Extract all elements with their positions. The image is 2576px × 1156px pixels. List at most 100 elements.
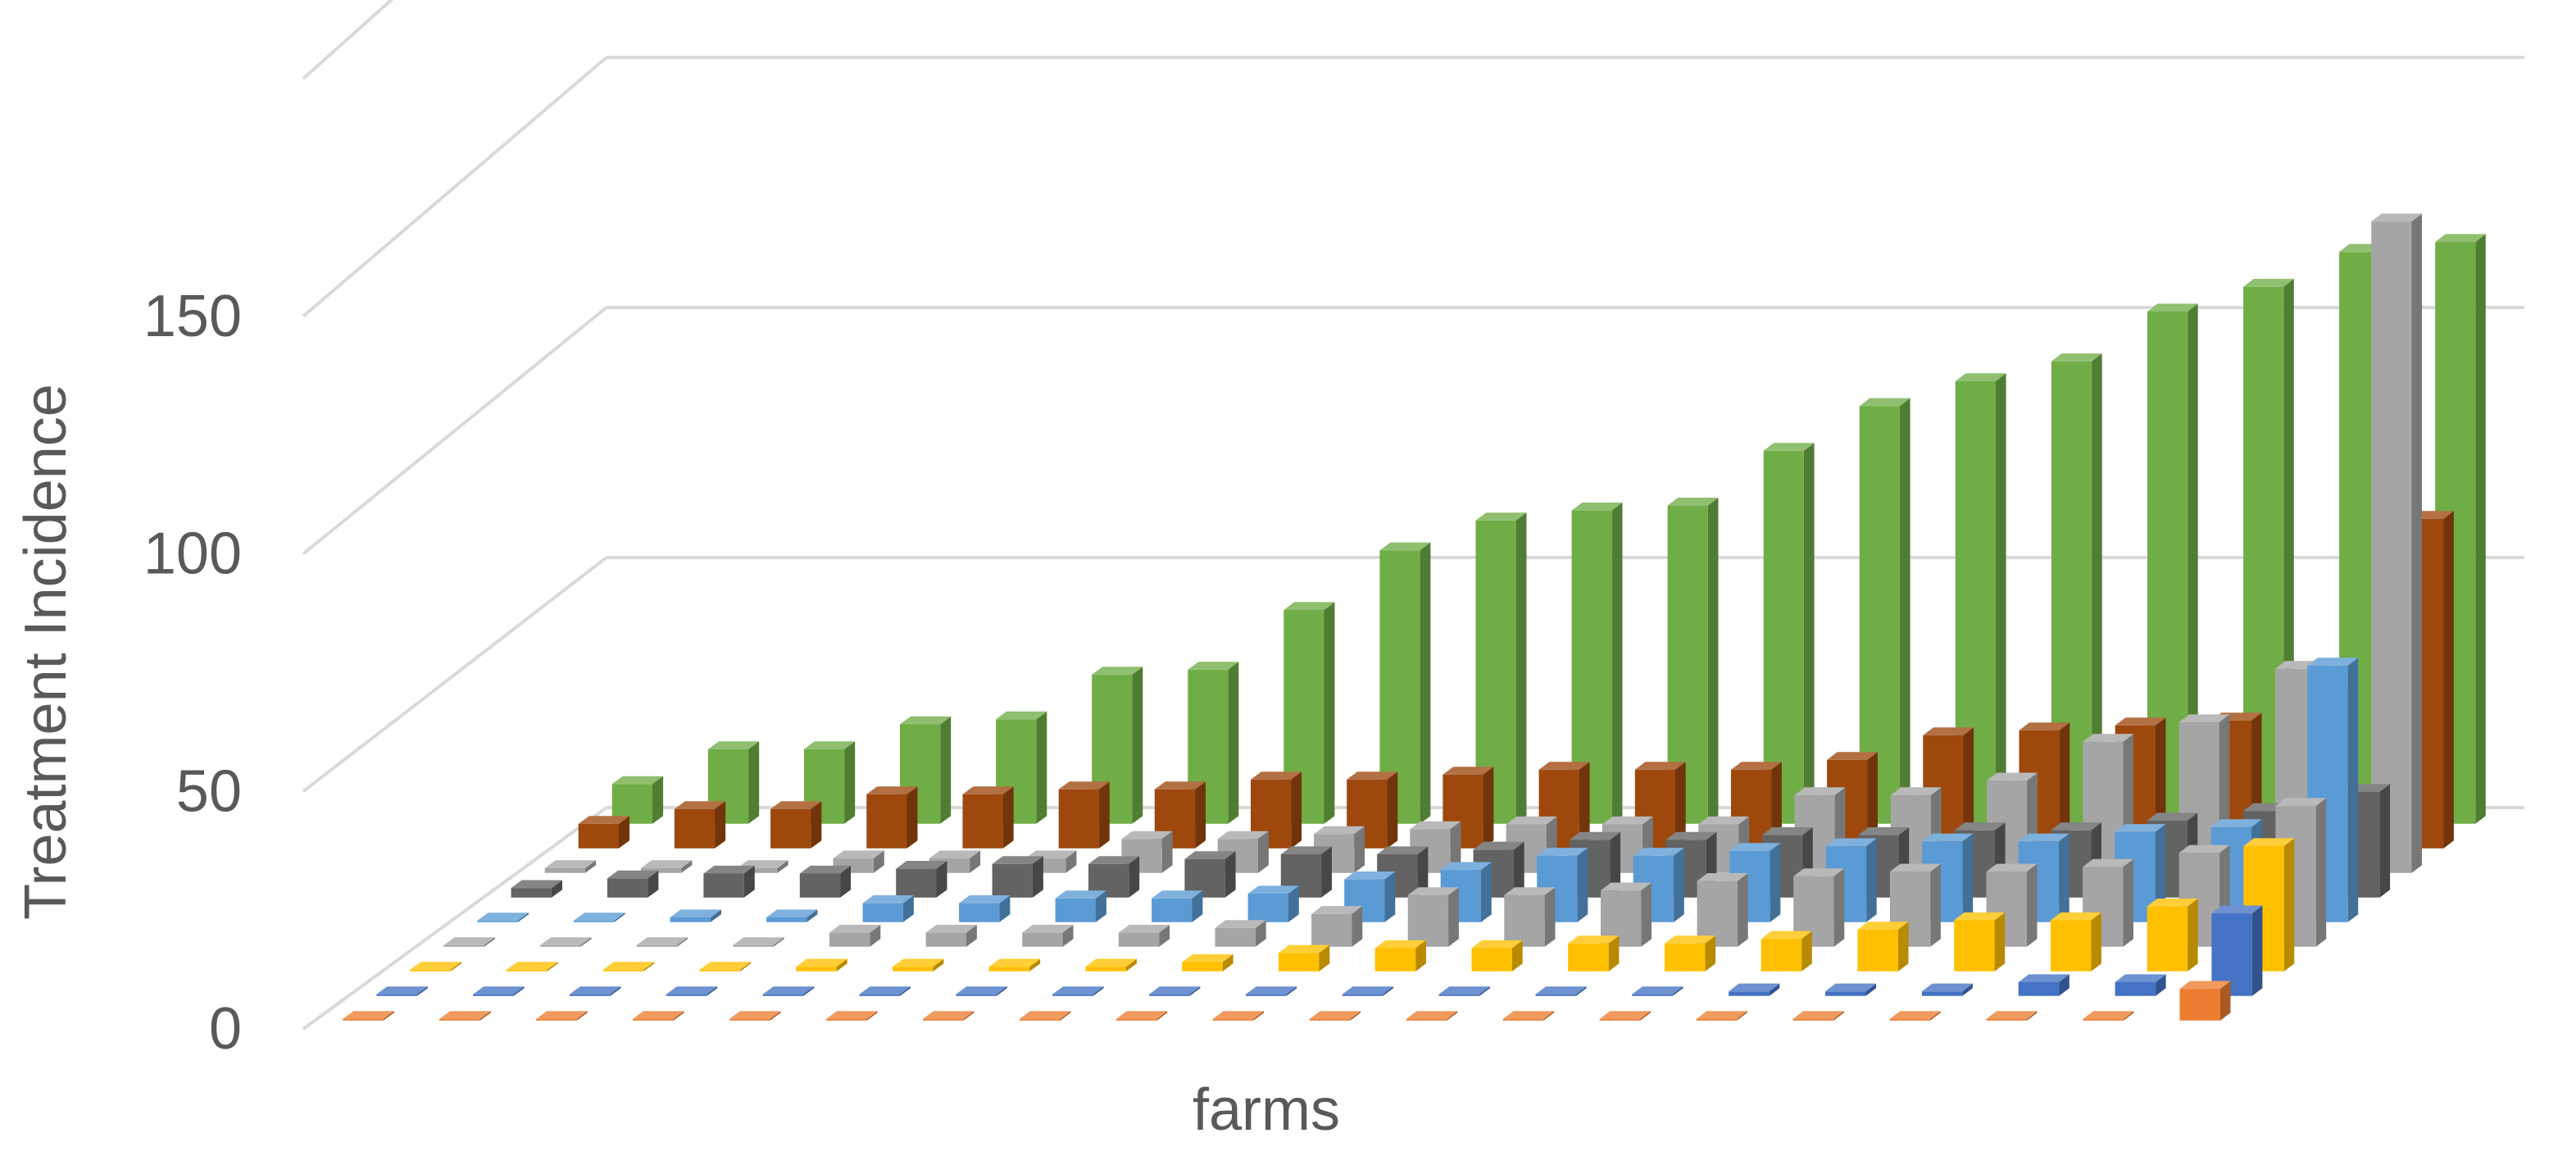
chart-walls bbox=[302, 0, 608, 1031]
bar-side bbox=[970, 850, 981, 873]
bar-top bbox=[1857, 922, 1909, 930]
bar-side bbox=[866, 1011, 878, 1021]
bar bbox=[507, 962, 558, 972]
bar-side bbox=[1228, 662, 1239, 824]
bar-top bbox=[1344, 872, 1396, 880]
bar-front bbox=[1406, 1018, 1447, 1021]
bar-side bbox=[1930, 1011, 1941, 1021]
bar-top bbox=[996, 711, 1047, 720]
bar-side bbox=[2156, 974, 2166, 996]
bar-side bbox=[836, 958, 847, 972]
bar-side bbox=[2059, 833, 2069, 922]
bar-front bbox=[511, 888, 552, 898]
bar-front bbox=[1825, 991, 1866, 996]
bar bbox=[1665, 935, 1716, 972]
bar-side bbox=[580, 937, 592, 947]
bar bbox=[1280, 846, 1332, 898]
bar bbox=[1407, 887, 1459, 947]
bar-front bbox=[1954, 920, 1995, 972]
bar-front bbox=[1374, 948, 1416, 972]
bar-top bbox=[2019, 722, 2070, 730]
bar-front bbox=[607, 878, 648, 898]
bar-side bbox=[1641, 882, 1652, 947]
bar-side bbox=[777, 860, 788, 873]
bar-side bbox=[1352, 906, 1363, 947]
bar-side bbox=[1286, 986, 1297, 996]
bar-side bbox=[870, 925, 881, 947]
bar-front bbox=[1212, 1018, 1254, 1021]
bar-front bbox=[376, 994, 417, 996]
bar-side bbox=[1608, 935, 1620, 972]
bar-side bbox=[2092, 353, 2102, 824]
bar-side bbox=[1511, 940, 1523, 972]
bar-top bbox=[1475, 512, 1527, 521]
bar bbox=[670, 909, 721, 922]
bar-front bbox=[923, 1018, 964, 1021]
bar-side bbox=[770, 1011, 781, 1021]
bar bbox=[729, 1011, 781, 1021]
bar bbox=[1342, 986, 1393, 996]
bar-top bbox=[1440, 862, 1492, 871]
bar-side bbox=[1324, 602, 1335, 824]
bar-top bbox=[1247, 885, 1299, 894]
bar-side bbox=[1770, 843, 1781, 922]
bar-top bbox=[1729, 983, 1780, 992]
bar-front bbox=[1019, 1018, 1061, 1021]
bar-front bbox=[1696, 1018, 1738, 1021]
bar-side bbox=[1738, 873, 1748, 947]
bar-side bbox=[1675, 762, 1686, 849]
bar-top bbox=[1825, 838, 1877, 847]
bar-side bbox=[1962, 983, 1973, 996]
bar-front bbox=[2051, 361, 2092, 824]
bar-top bbox=[2275, 798, 2327, 806]
bar-top bbox=[1537, 848, 1588, 856]
bar-top bbox=[804, 741, 856, 749]
bar bbox=[733, 937, 784, 947]
bar-side bbox=[513, 986, 525, 996]
bar bbox=[636, 937, 688, 947]
bar-top bbox=[733, 937, 784, 945]
bar-top bbox=[1442, 767, 1494, 775]
bar-side bbox=[1801, 931, 1812, 972]
bar-top bbox=[1535, 986, 1587, 994]
bar-side bbox=[2220, 981, 2231, 1021]
bar-top bbox=[2307, 658, 2359, 666]
bar-top bbox=[1599, 1011, 1651, 1019]
bar-front bbox=[1986, 1018, 2028, 1021]
bar-top bbox=[826, 1011, 878, 1019]
bar bbox=[1667, 498, 1719, 824]
bar-front bbox=[1601, 890, 1642, 947]
side-gridline bbox=[302, 306, 608, 556]
bar-side bbox=[902, 895, 914, 922]
bar bbox=[1052, 986, 1104, 996]
bar-side bbox=[2188, 899, 2198, 972]
bar-top bbox=[2083, 1011, 2134, 1019]
bar-side bbox=[1897, 922, 1909, 972]
bar-side bbox=[806, 909, 818, 922]
bar-side bbox=[1189, 986, 1201, 996]
bar-side bbox=[966, 925, 977, 947]
bar-front bbox=[1763, 450, 1804, 824]
bar-side bbox=[1319, 944, 1330, 972]
bar-front bbox=[1632, 994, 1673, 996]
bar bbox=[1379, 542, 1431, 824]
bar-front bbox=[1475, 520, 1516, 824]
bar-top bbox=[473, 986, 525, 994]
bar-top bbox=[443, 937, 495, 945]
bar-side bbox=[963, 1011, 975, 1021]
bar bbox=[1438, 986, 1490, 996]
bar-side bbox=[1962, 833, 1974, 922]
bar-side bbox=[1420, 542, 1431, 824]
bar bbox=[703, 865, 755, 898]
bar-front bbox=[1535, 994, 1576, 996]
bar-front bbox=[2371, 221, 2412, 873]
bar-top bbox=[2210, 819, 2262, 827]
bar-side bbox=[1291, 771, 1302, 849]
bar-side bbox=[1036, 711, 1047, 824]
bar-side bbox=[1321, 846, 1332, 898]
bar-top bbox=[699, 962, 751, 970]
bar-side bbox=[1062, 925, 1074, 947]
bar-top bbox=[1407, 887, 1459, 895]
bar-side bbox=[1195, 781, 1206, 849]
bar bbox=[959, 895, 1011, 922]
